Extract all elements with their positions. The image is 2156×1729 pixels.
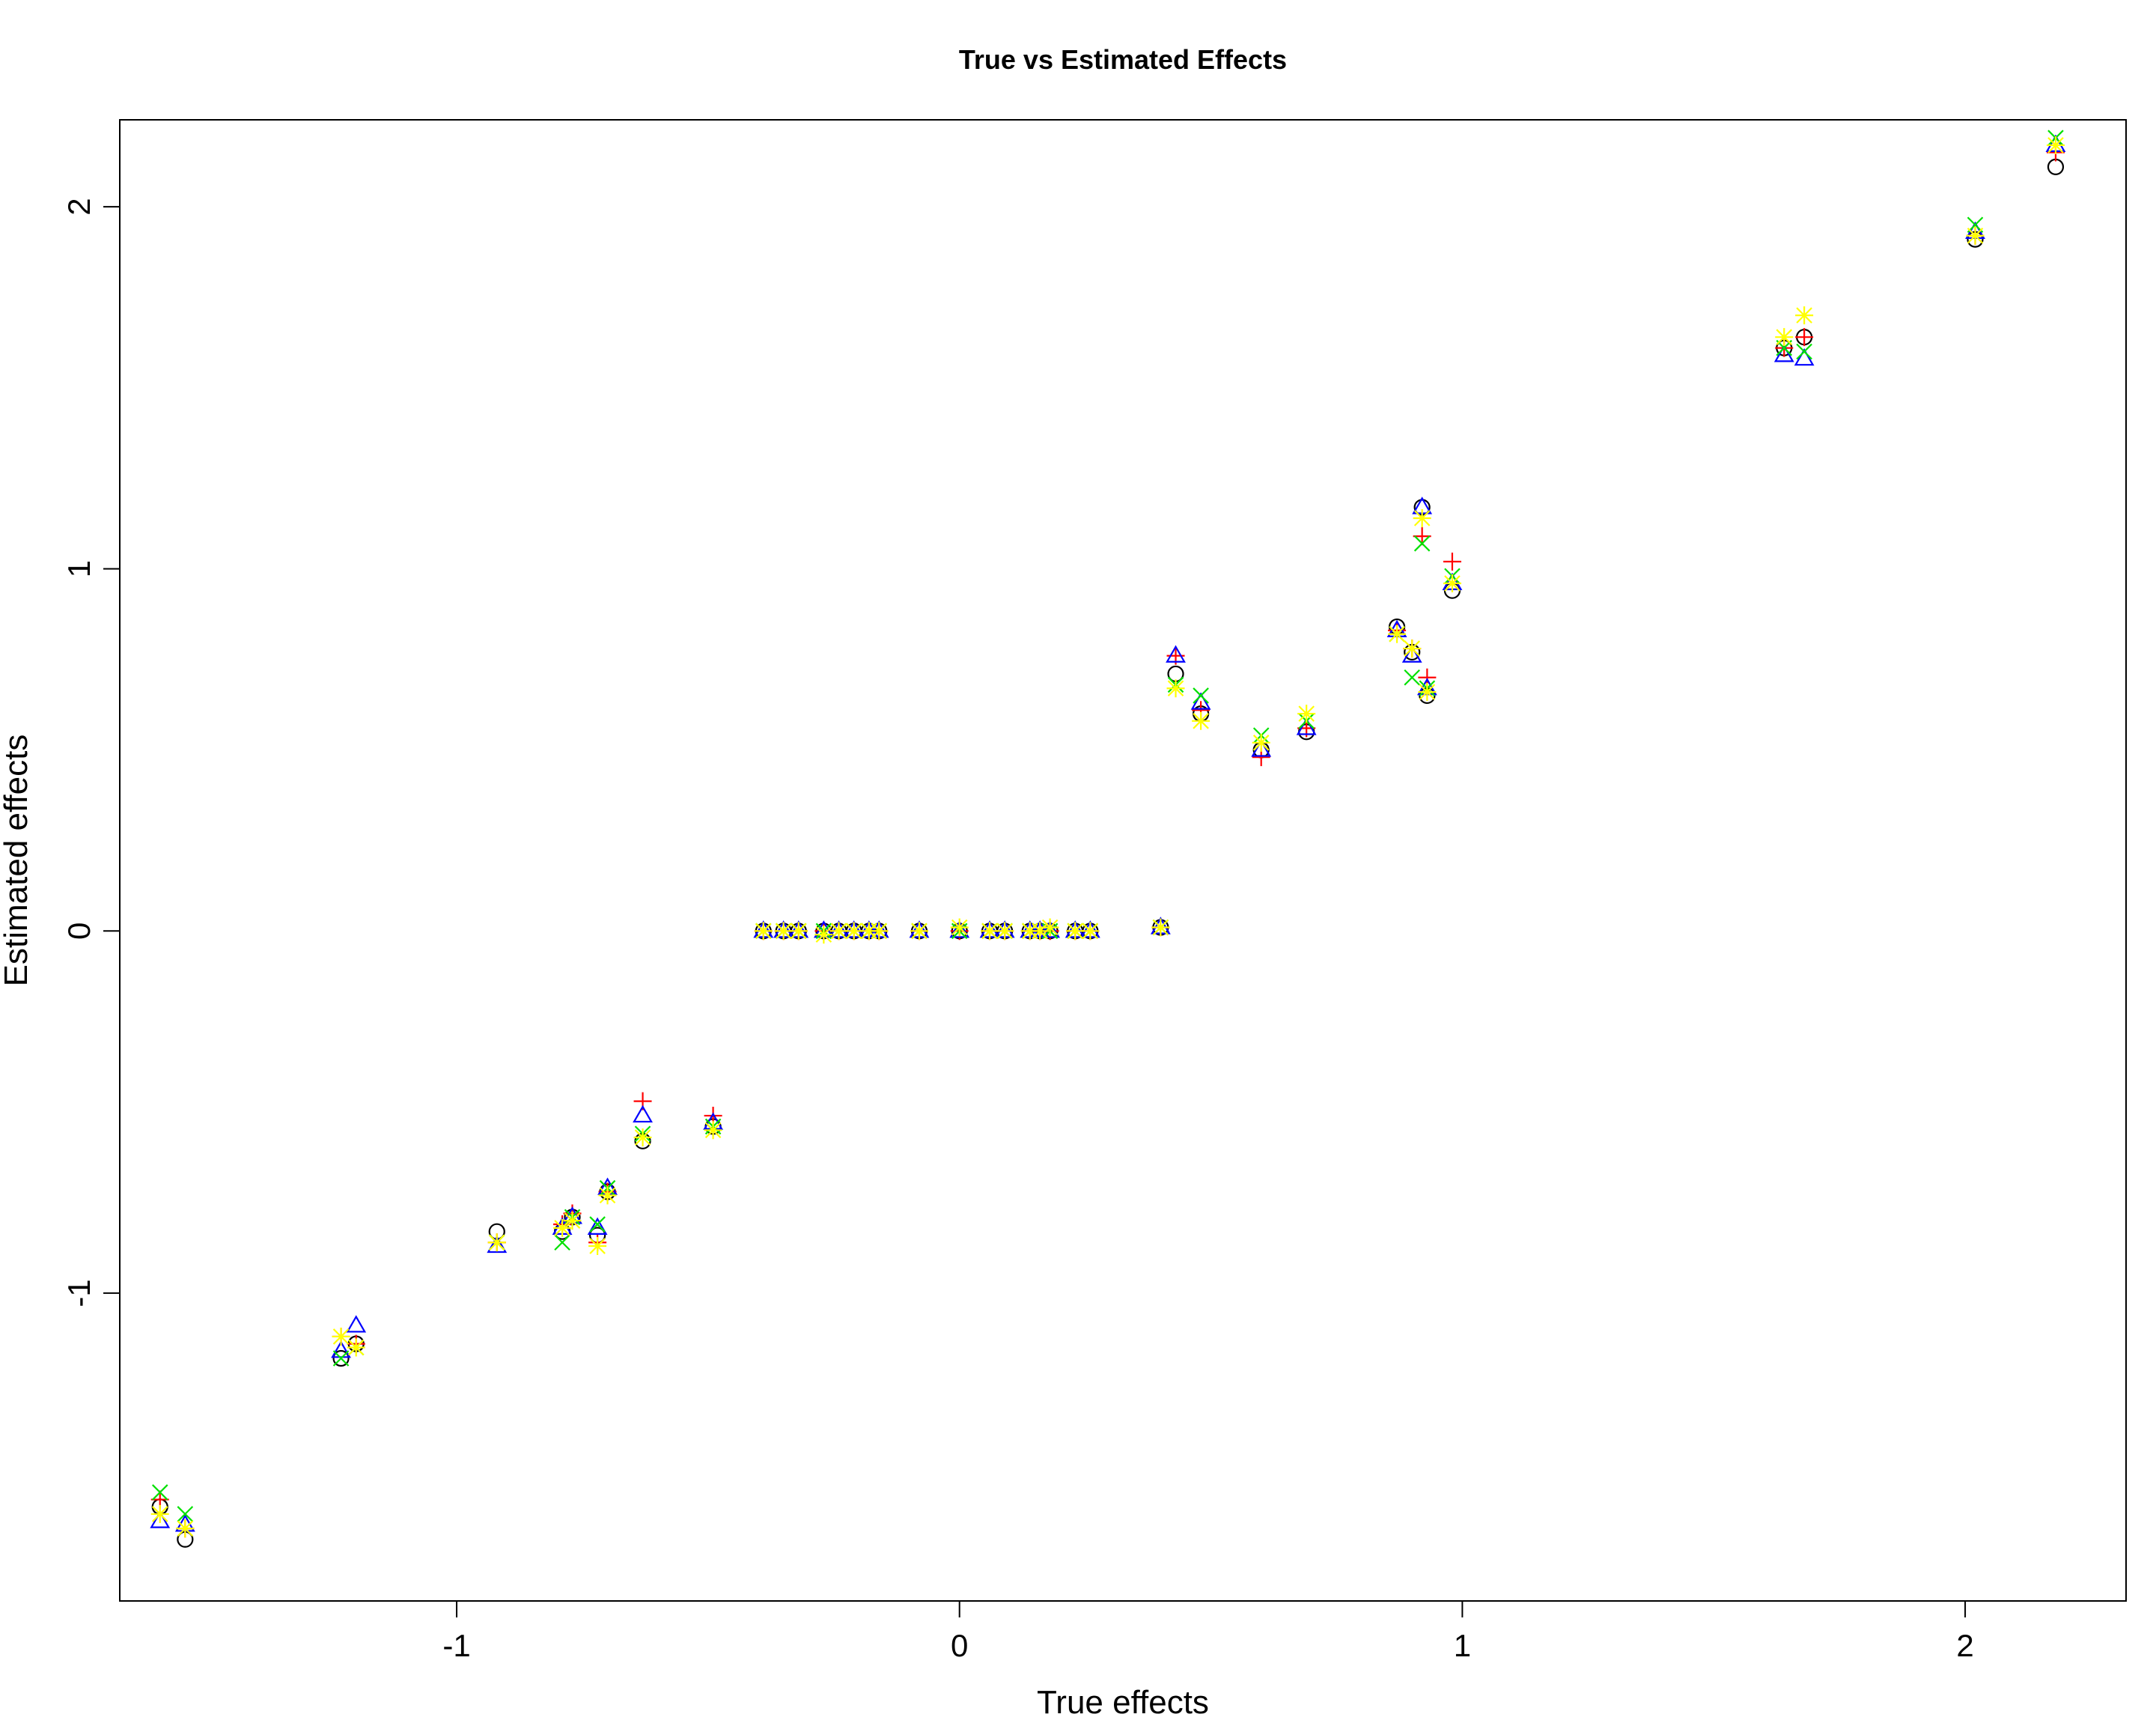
series-asterisk [150, 136, 2065, 1538]
point-triangle-marker [487, 1235, 508, 1254]
point-asterisk-marker [1031, 922, 1050, 941]
point-asterisk-marker [789, 922, 808, 941]
point-plus-marker [1413, 527, 1431, 546]
point-cross-marker [1796, 343, 1812, 360]
y-axis-label: Estimated effects [0, 735, 34, 987]
point-cross-marker [1404, 669, 1420, 686]
x-tick-label: 0 [951, 1628, 968, 1663]
point-asterisk-marker [347, 1338, 365, 1357]
y-axis: -1 0 1 2 [61, 198, 121, 1307]
y-tick-label: 0 [61, 923, 97, 940]
point-asterisk-marker [859, 922, 878, 941]
point-plus-marker [1443, 553, 1461, 571]
point-asterisk-marker [774, 922, 793, 941]
point-asterisk-marker [844, 922, 863, 941]
point-asterisk-marker [950, 918, 969, 937]
point-asterisk-marker [588, 1237, 607, 1256]
point-asterisk-marker [829, 922, 848, 941]
point-asterisk-marker [1066, 922, 1085, 941]
point-triangle-marker [150, 1510, 171, 1528]
point-asterisk-marker [981, 922, 999, 941]
point-asterisk-marker [870, 922, 889, 941]
chart-title: True vs Estimated Effects [959, 44, 1287, 75]
data-points [150, 130, 2066, 1548]
point-triangle-marker [346, 1315, 367, 1333]
point-plus-marker [1795, 328, 1814, 347]
point-triangle-marker [1296, 717, 1317, 735]
point-asterisk-marker [1081, 922, 1100, 941]
point-asterisk-marker [1151, 918, 1170, 937]
point-triangle-marker [1166, 645, 1186, 663]
point-asterisk-marker [598, 1186, 617, 1205]
point-asterisk-marker [553, 1218, 572, 1237]
point-asterisk-marker [1166, 679, 1185, 698]
point-cross-marker [554, 1234, 570, 1251]
y-tick-label: 2 [61, 198, 97, 215]
point-asterisk-marker [332, 1327, 350, 1346]
point-triangle-marker [1190, 692, 1211, 710]
point-asterisk-marker [487, 1233, 506, 1252]
point-asterisk-marker [1413, 508, 1431, 527]
point-cross-marker [1413, 535, 1431, 552]
point-asterisk-marker [814, 926, 833, 944]
point-asterisk-marker [754, 922, 773, 941]
point-asterisk-marker [1795, 306, 1814, 325]
point-cross-marker [177, 1506, 194, 1522]
point-triangle-marker [949, 920, 970, 938]
point-triangle-marker [1794, 347, 1815, 366]
point-asterisk-marker [704, 1121, 722, 1140]
point-triangle-marker [331, 1340, 351, 1358]
x-tick-label: -1 [442, 1628, 470, 1663]
point-triangle-marker [1773, 344, 1794, 362]
x-axis-label: True effects [1037, 1684, 1209, 1721]
x-axis: -1 0 1 2 [442, 1600, 1974, 1663]
point-asterisk-marker [910, 922, 928, 941]
point-asterisk-marker [1775, 328, 1794, 347]
point-asterisk-marker [1418, 683, 1437, 702]
point-asterisk-marker [2046, 136, 2065, 154]
point-triangle-marker [1401, 645, 1422, 663]
x-tick-label: 2 [1956, 1628, 1973, 1663]
point-circle-marker [332, 1349, 350, 1367]
point-asterisk-marker [1403, 639, 1422, 658]
point-asterisk-marker [563, 1212, 582, 1230]
point-asterisk-marker [1443, 574, 1461, 593]
point-asterisk-marker [1966, 226, 1985, 245]
point-asterisk-marker [1388, 625, 1407, 643]
point-asterisk-marker [1192, 711, 1211, 730]
point-asterisk-marker [996, 922, 1014, 941]
y-tick-label: -1 [61, 1279, 97, 1307]
point-triangle-marker [1040, 920, 1061, 938]
x-tick-label: 1 [1454, 1628, 1471, 1663]
point-triangle-marker [587, 1217, 608, 1235]
point-asterisk-marker [150, 1504, 169, 1523]
point-triangle-marker [1251, 739, 1272, 757]
y-tick-label: 1 [61, 560, 97, 577]
point-asterisk-marker [1297, 705, 1316, 723]
point-asterisk-marker [1041, 918, 1059, 937]
point-asterisk-marker [176, 1519, 195, 1538]
point-asterisk-marker [1252, 733, 1270, 752]
point-asterisk-marker [1020, 922, 1039, 941]
point-asterisk-marker [633, 1128, 652, 1146]
point-cross-marker [1193, 687, 1209, 704]
point-cross-marker [589, 1216, 606, 1233]
point-triangle-marker [633, 1104, 653, 1123]
point-cross-marker [151, 1484, 168, 1501]
point-cross-marker [332, 1350, 350, 1367]
